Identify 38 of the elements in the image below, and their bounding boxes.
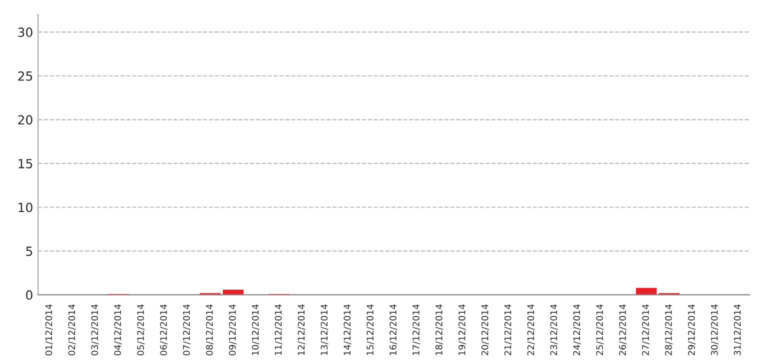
x-tick-label: 04/12/2014 <box>114 304 122 356</box>
x-tick-label: 02/12/2014 <box>68 304 76 356</box>
x-tick-label: 26/12/2014 <box>619 304 627 356</box>
x-tick-label: 20/12/2014 <box>481 304 489 356</box>
x-tick-label: 08/12/2014 <box>206 304 214 356</box>
x-tick-label: 10/12/2014 <box>252 304 260 355</box>
x-tick-label: 31/12/2014 <box>734 304 742 356</box>
x-tick-label: 30/12/2014 <box>710 304 718 356</box>
y-tick-label: 0 <box>26 290 32 300</box>
x-tick-label: 12/12/2014 <box>298 304 306 355</box>
x-tick-label: 15/12/2014 <box>366 304 374 355</box>
x-tick-label: 05/12/2014 <box>137 304 145 356</box>
x-tick-label: 24/12/2014 <box>573 304 581 356</box>
x-tick-label: 25/12/2014 <box>596 304 604 356</box>
x-tick-label: 09/12/2014 <box>228 304 236 356</box>
x-tick-label: 23/12/2014 <box>550 304 558 356</box>
y-tick-label: 20 <box>18 115 32 125</box>
x-tick-label: 06/12/2014 <box>160 304 168 356</box>
x-tick-label: 17/12/2014 <box>412 304 420 355</box>
y-tick-label: 15 <box>18 159 32 168</box>
x-tick-label: 18/12/2014 <box>436 304 444 355</box>
x-tick-label: 07/12/2014 <box>183 304 191 356</box>
x-tick-label: 11/12/2014 <box>274 304 282 355</box>
x-tick-label: 28/12/2014 <box>665 304 673 356</box>
x-tick-label: 01/12/2014 <box>45 304 53 356</box>
x-tick-label: 13/12/2014 <box>320 304 328 355</box>
y-tick-label: 10 <box>18 202 32 212</box>
y-tick-label: 5 <box>26 246 32 256</box>
y-tick-label: 25 <box>18 71 32 81</box>
x-tick-label: 27/12/2014 <box>642 304 650 356</box>
x-tick-label: 16/12/2014 <box>390 304 398 355</box>
x-tick-label: 03/12/2014 <box>91 304 99 356</box>
x-tick-label: 21/12/2014 <box>504 304 512 356</box>
x-tick-label: 14/12/2014 <box>344 304 352 355</box>
x-tick-label: 19/12/2014 <box>458 304 466 355</box>
x-tick-label: 22/12/2014 <box>527 304 535 356</box>
x-tick-label: 29/12/2014 <box>688 304 696 356</box>
y-tick-label: 30 <box>18 28 32 38</box>
